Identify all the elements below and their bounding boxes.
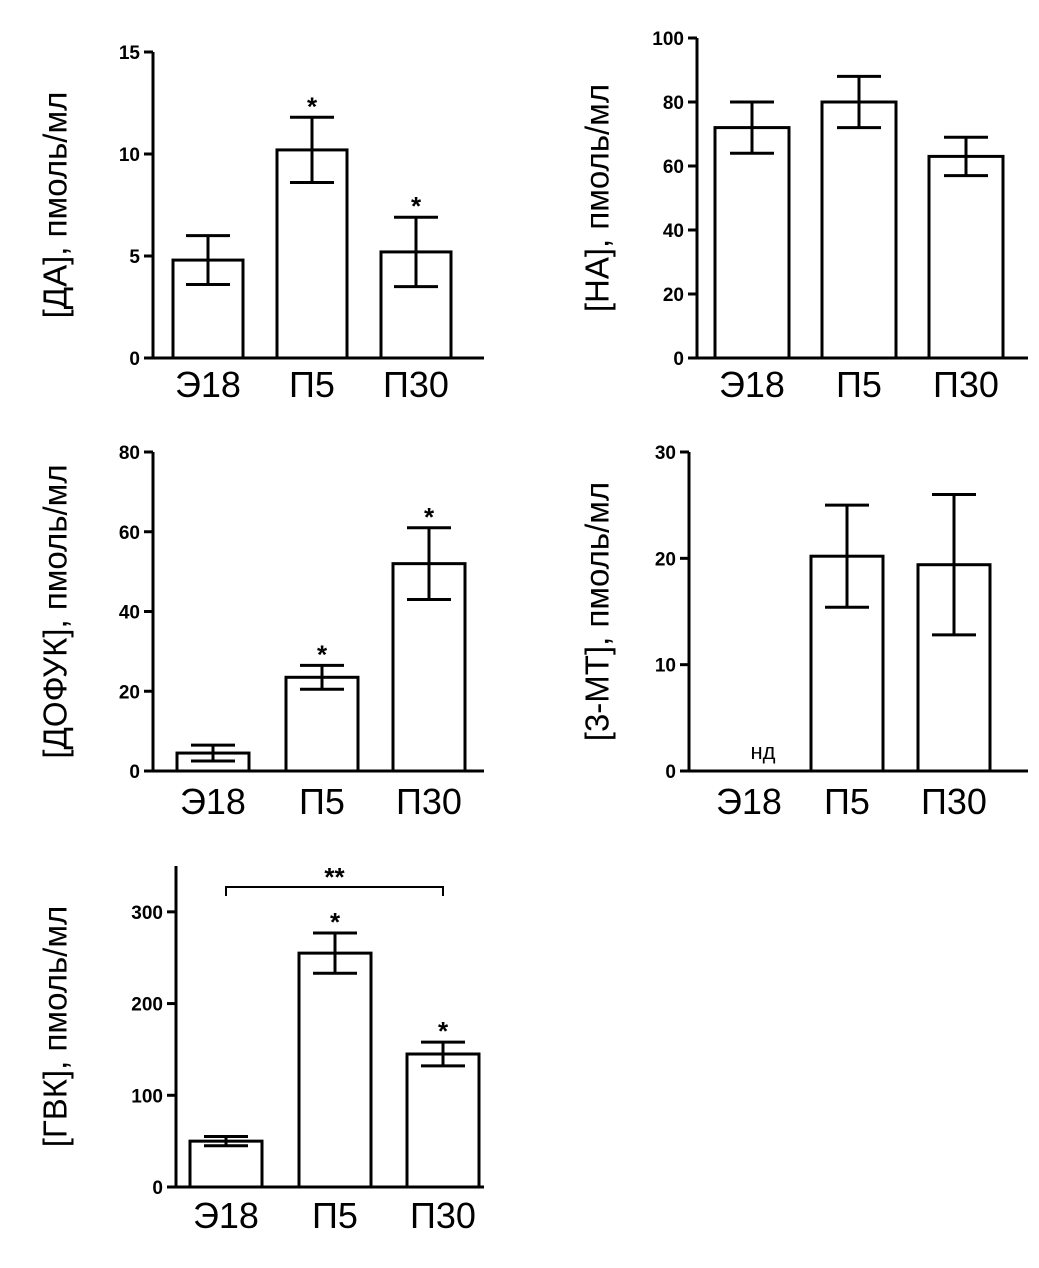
x-category-label: П5 xyxy=(836,364,882,405)
significance-marker: * xyxy=(438,1016,449,1046)
bar xyxy=(284,675,360,773)
y-tick-label: 60 xyxy=(119,523,140,544)
y-tick-label: 10 xyxy=(119,145,140,166)
y-tick-label: 0 xyxy=(665,762,676,783)
y-tick-label: 30 xyxy=(655,443,676,464)
y-tick-label: 100 xyxy=(652,29,684,50)
significance-marker: * xyxy=(307,91,318,121)
x-category-label: П5 xyxy=(299,781,345,822)
x-category-label: П5 xyxy=(289,364,335,405)
significance-marker: * xyxy=(424,502,435,532)
bar xyxy=(927,154,1005,360)
bar xyxy=(405,1052,481,1189)
x-category-label: П30 xyxy=(396,781,462,822)
x-category-label: П5 xyxy=(824,781,870,822)
x-category-label: П30 xyxy=(410,1195,476,1236)
bar xyxy=(713,126,791,360)
y-tick-label: 5 xyxy=(129,247,140,268)
bar xyxy=(297,951,373,1189)
x-category-label: П5 xyxy=(312,1195,358,1236)
y-axis-label: [НА], пмоль/мл xyxy=(579,84,616,312)
bar xyxy=(820,100,898,360)
significance-bracket-label: ** xyxy=(324,862,345,892)
significance-marker: * xyxy=(330,907,341,937)
y-axis-label: [ГВК], пмоль/мл xyxy=(37,906,74,1148)
x-category-label: Э18 xyxy=(180,781,246,822)
y-tick-label: 10 xyxy=(655,656,676,677)
significance-marker: * xyxy=(411,191,422,221)
bar xyxy=(275,148,349,360)
x-category-label: Э18 xyxy=(716,781,782,822)
significance-bracket xyxy=(225,886,444,896)
y-tick-label: 20 xyxy=(663,285,684,306)
y-tick-label: 0 xyxy=(129,762,140,783)
y-tick-label: 20 xyxy=(655,549,676,570)
y-tick-label: 0 xyxy=(673,349,684,370)
x-category-label: Э18 xyxy=(193,1195,259,1236)
bar-value-label: нд xyxy=(751,739,776,764)
chart-panel-gvk: 0 100 200 300 [ГВК], пмоль/мл Э18 * П5 * П30 ** xyxy=(37,862,484,1236)
y-tick-label: 200 xyxy=(131,995,163,1016)
chart-panel-da: 0 5 10 15 [ДА], пмоль/мл Э18 * П5 * П30 xyxy=(37,43,484,405)
y-tick-label: 60 xyxy=(663,157,684,178)
x-category-label: Э18 xyxy=(719,364,785,405)
significance-marker: * xyxy=(317,639,328,669)
y-axis-label: [3-МТ], пмоль/мл xyxy=(579,482,616,741)
x-category-label: Э18 xyxy=(175,364,241,405)
y-tick-label: 15 xyxy=(119,43,141,64)
chart-panel-dofuk: 0 20 40 60 80 [ДОФУК], пмоль/мл Э18 * П5 * П30 xyxy=(37,443,484,822)
y-tick-label: 80 xyxy=(663,93,684,114)
y-tick-label: 0 xyxy=(152,1178,163,1199)
chart-panel-3mt: 0 10 20 30 [3-МТ], пмоль/мл нд Э18 П5 П30 xyxy=(579,443,1028,822)
chart-panel-na: 0 20 40 60 80 100 [НА], пмоль/мл Э18 П5 П30 xyxy=(579,29,1028,405)
x-category-label: П30 xyxy=(383,364,449,405)
x-category-label: П30 xyxy=(933,364,999,405)
y-tick-label: 40 xyxy=(663,221,684,242)
x-category-label: П30 xyxy=(921,781,987,822)
y-tick-label: 300 xyxy=(131,903,163,924)
y-tick-label: 0 xyxy=(129,349,140,370)
y-tick-label: 80 xyxy=(119,443,140,464)
y-tick-label: 20 xyxy=(119,682,140,703)
y-axis-label: [ДА], пмоль/мл xyxy=(37,92,74,319)
y-axis-label: [ДОФУК], пмоль/мл xyxy=(37,464,74,758)
y-tick-label: 40 xyxy=(119,603,140,624)
bar xyxy=(188,1139,264,1189)
y-tick-label: 100 xyxy=(131,1086,163,1107)
